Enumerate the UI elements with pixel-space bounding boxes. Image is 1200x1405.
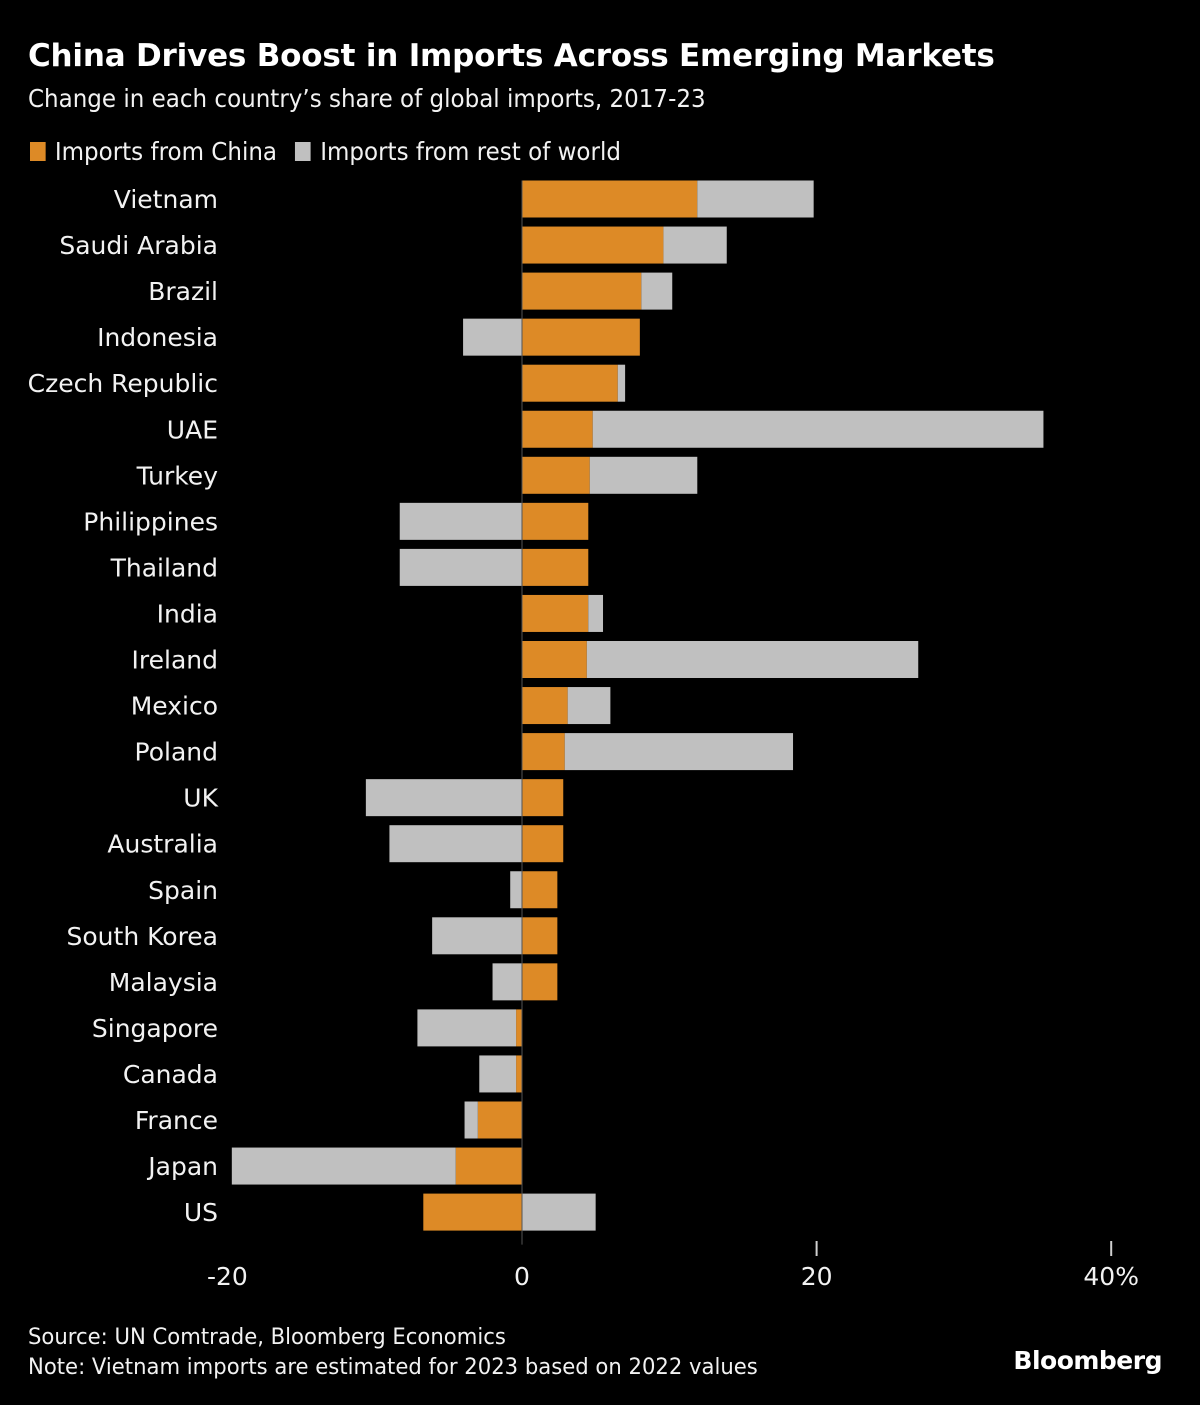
bar-china-south-korea [522, 917, 558, 955]
category-label-india: India [157, 599, 218, 628]
bar-rest-of-world-turkey [589, 456, 698, 494]
category-label-vietnam: Vietnam [114, 185, 218, 214]
bar-rest-of-world-mexico [567, 687, 611, 725]
category-label-spain: Spain [148, 876, 218, 905]
category-label-philippines: Philippines [83, 507, 218, 536]
x-tick-label: 0 [514, 1262, 530, 1291]
bar-rest-of-world-poland [564, 733, 794, 771]
bar-china-uae [522, 410, 593, 448]
category-label-turkey: Turkey [136, 461, 219, 490]
bar-rest-of-world-malaysia [492, 963, 522, 1001]
bar-china-france [477, 1101, 522, 1139]
bar-rest-of-world-singapore [417, 1009, 517, 1047]
category-label-poland: Poland [135, 738, 218, 767]
bloomberg-logo: Bloomberg [1013, 1346, 1162, 1375]
bar-china-canada [516, 1055, 522, 1093]
category-label-canada: Canada [123, 1060, 218, 1089]
category-label-uk: UK [183, 784, 218, 813]
chart-subtitle: Change in each country’s share of global… [28, 84, 706, 113]
category-label-brazil: Brazil [148, 277, 218, 306]
legend-swatch-rest-of-world [295, 142, 312, 161]
bar-china-malaysia [522, 963, 558, 1001]
bar-rest-of-world-japan [231, 1147, 456, 1185]
bar-rest-of-world-france [464, 1101, 478, 1139]
bar-china-ireland [522, 641, 587, 678]
bar-china-japan [455, 1147, 522, 1185]
category-label-czech-republic: Czech Republic [28, 369, 218, 398]
source-note: Source: UN Comtrade, Bloomberg Economics [28, 1324, 506, 1350]
bar-china-brazil [522, 272, 642, 310]
chart-title: China Drives Boost in Imports Across Eme… [28, 38, 995, 74]
bar-china-uk [522, 779, 564, 817]
legend-label-china: Imports from China [54, 137, 278, 166]
category-label-thailand: Thailand [110, 553, 218, 582]
bar-rest-of-world-ireland [586, 641, 919, 678]
category-label-ireland: Ireland [132, 646, 218, 675]
bar-china-australia [522, 825, 564, 863]
bar-china-philippines [522, 502, 589, 540]
bar-rest-of-world-us [522, 1193, 596, 1231]
bar-rest-of-world-uae [592, 410, 1044, 448]
bar-rest-of-world-brazil [641, 272, 673, 310]
bar-china-vietnam [522, 180, 698, 218]
bar-china-indonesia [522, 318, 640, 356]
note: Note: Vietnam imports are estimated for … [28, 1354, 758, 1380]
legend-item-rest-of-world: Imports from rest of world [295, 137, 621, 166]
bar-rest-of-world-australia [389, 825, 522, 863]
category-label-australia: Australia [107, 830, 218, 859]
legend-label-rest-of-world: Imports from rest of world [320, 137, 621, 166]
bar-rest-of-world-south-korea [432, 917, 522, 955]
category-label-saudi-arabia: Saudi Arabia [59, 231, 218, 260]
category-label-south-korea: South Korea [67, 922, 218, 951]
bar-china-singapore [516, 1009, 522, 1047]
bar-rest-of-world-thailand [399, 548, 522, 586]
bar-rest-of-world-canada [479, 1055, 517, 1093]
x-tick-label: -20 [207, 1262, 248, 1291]
category-label-uae: UAE [167, 415, 218, 444]
bar-china-mexico [522, 687, 568, 725]
bar-rest-of-world-czech-republic [617, 364, 626, 402]
x-tick-label: 20 [801, 1262, 833, 1291]
bar-rest-of-world-india [588, 594, 604, 632]
bar-rest-of-world-indonesia [463, 318, 522, 356]
bar-rest-of-world-uk [365, 779, 522, 817]
legend: Imports from China Imports from rest of … [30, 137, 639, 166]
category-label-france: France [135, 1106, 218, 1135]
category-label-mexico: Mexico [131, 692, 218, 721]
bar-china-poland [522, 733, 565, 771]
bar-china-india [522, 594, 589, 632]
bar-china-saudi-arabia [522, 226, 664, 264]
legend-swatch-china [30, 142, 46, 161]
category-label-singapore: Singapore [92, 1014, 218, 1043]
bar-china-turkey [522, 456, 590, 494]
bar-china-spain [522, 871, 558, 909]
x-tick-label: 40% [1083, 1262, 1139, 1291]
category-label-indonesia: Indonesia [97, 323, 218, 352]
bar-rest-of-world-philippines [399, 502, 522, 540]
bar-china-thailand [522, 548, 589, 586]
legend-item-china: Imports from China [30, 137, 277, 166]
bar-china-czech-republic [522, 364, 618, 402]
footer: Source: UN Comtrade, Bloomberg Economics… [28, 1322, 758, 1382]
category-label-malaysia: Malaysia [109, 968, 218, 997]
bar-chart: Vietnam Saudi Arabia Brazil Indonesia Czech … [28, 180, 1139, 1291]
category-label-us: US [184, 1198, 218, 1227]
bar-rest-of-world-vietnam [697, 180, 814, 218]
bar-rest-of-world-spain [510, 871, 522, 909]
category-label-japan: Japan [146, 1152, 218, 1181]
bar-rest-of-world-saudi-arabia [663, 226, 727, 264]
bar-china-us [423, 1193, 522, 1231]
